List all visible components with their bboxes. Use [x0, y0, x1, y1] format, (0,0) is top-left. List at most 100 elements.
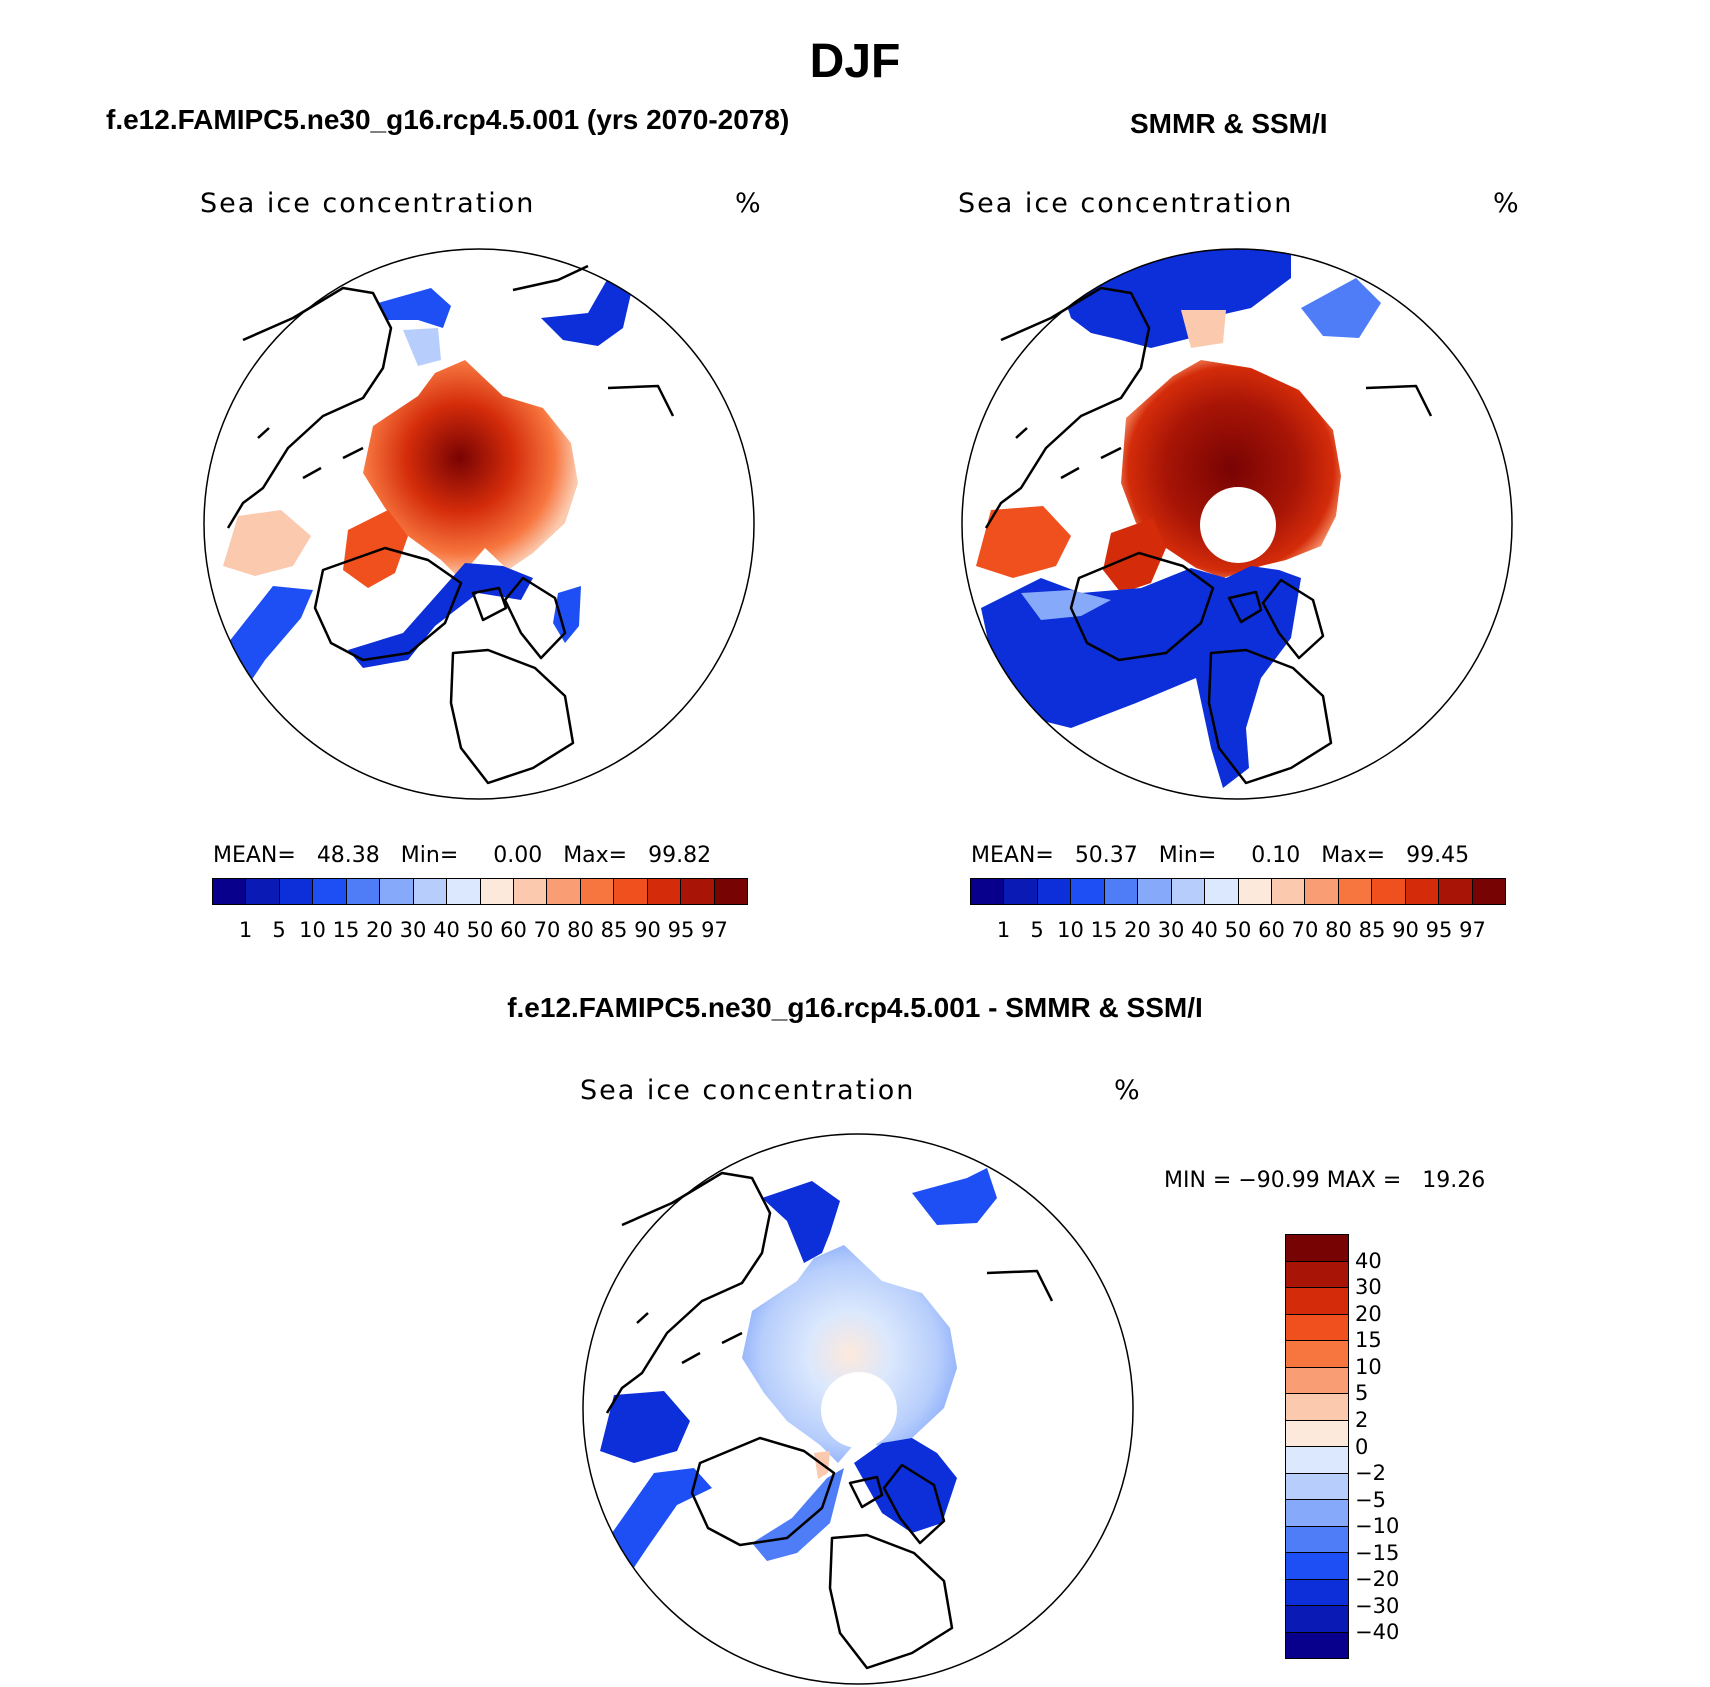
diff-colorbar-cell: [1286, 1447, 1348, 1474]
diff-colorbar-cell: [1286, 1420, 1348, 1447]
model-colorbar-label: 10: [299, 918, 326, 942]
obs-colorbar-label: 20: [1124, 918, 1151, 942]
diff-hudson-anomaly: [600, 1391, 690, 1463]
model-mean-value: 48.38: [316, 843, 380, 868]
model-mean-label: MEAN=: [213, 843, 296, 868]
diff-labrador-anomaly: [612, 1468, 712, 1578]
model-max-value: 99.82: [648, 843, 712, 868]
diff-colorbar-label: −30: [1355, 1593, 1400, 1618]
model-hudson-ice: [223, 510, 311, 576]
diff-polar-map: [582, 1133, 1134, 1685]
obs-map-boundary: [961, 248, 1513, 800]
model-bering-ice: [378, 288, 451, 328]
diff-colorbar-cell: [1286, 1473, 1348, 1500]
diff-colorbar-cell: [1286, 1314, 1348, 1341]
obs-colorbar-cell: [1439, 879, 1473, 904]
diff-colorbar-label: −10: [1355, 1514, 1400, 1539]
obs-colorbar-cell: [1004, 879, 1038, 904]
model-colorbar-cell: [714, 879, 747, 904]
obs-colorbar-label: 10: [1057, 918, 1084, 942]
model-okhotsk-ice: [541, 276, 635, 346]
obs-colorbar-cell: [1472, 879, 1505, 904]
obs-polar-map: [961, 248, 1513, 800]
model-colorbar-cell: [447, 879, 481, 904]
model-colorbar-cell: [647, 879, 682, 904]
model-colorbar-cell: [681, 879, 715, 904]
obs-colorbar-cell: [1372, 879, 1406, 904]
diff-colorbar-cell: [1286, 1235, 1348, 1262]
model-min-label: Min=: [400, 843, 459, 868]
obs-colorbar-cell: [1104, 879, 1139, 904]
obs-colorbar-label: 40: [1191, 918, 1218, 942]
model-colorbar-labels: 1 5 10 15 20 30 40 50 60 70 80 85 90 95 97: [212, 918, 748, 942]
model-colorbar-label: 30: [399, 918, 427, 942]
diff-colorbar-cell: [1286, 1261, 1348, 1288]
diff-colorbar-label: 10: [1355, 1354, 1382, 1379]
diff-colorbar-labels: 40 30 20 15 10 5 2 0 −2 −5 −10 −15 −20 −30 −40: [1355, 1234, 1435, 1659]
obs-mean-label: MEAN=: [971, 843, 1054, 868]
model-panel-title: f.e12.FAMIPC5.ne30_g16.rcp4.5.001 (yrs 2…: [106, 104, 790, 135]
model-colorbar: [212, 878, 748, 905]
diff-coastlines: [605, 1171, 1054, 1670]
diff-bering-anomaly: [762, 1181, 840, 1263]
model-colorbar-cell: [246, 879, 280, 904]
obs-colorbar-label: 70: [1291, 918, 1319, 942]
obs-colorbar-label: 80: [1325, 918, 1352, 942]
diff-colorbar-label: −2: [1355, 1461, 1386, 1486]
model-colorbar-cell: [380, 879, 414, 904]
diff-okhotsk-anomaly: [912, 1168, 997, 1225]
model-colorbar-cell: [413, 879, 448, 904]
model-colorbar-label: 1: [238, 918, 253, 942]
diff-atlantic-anomaly: [752, 1468, 844, 1561]
obs-okhotsk-ice: [1301, 278, 1381, 338]
obs-mean-value: 50.37: [1074, 843, 1138, 868]
obs-colorbar-cell: [1305, 879, 1339, 904]
model-colorbar-cell: [580, 879, 615, 904]
obs-north-atlantic: [981, 566, 1301, 788]
diff-colorbar: [1285, 1234, 1349, 1659]
diff-panel-title: f.e12.FAMIPC5.ne30_g16.rcp4.5.001 - SMMR…: [507, 992, 1203, 1023]
model-central-ice: [363, 360, 578, 578]
obs-colorbar-label: 60: [1258, 918, 1285, 942]
diff-minmax-text: MIN = −90.99 MAX = 19.26: [1164, 1168, 1486, 1193]
diff-colorbar-label: 20: [1355, 1301, 1382, 1326]
model-labrador-margin: [221, 586, 313, 693]
model-min-value: 0.00: [493, 843, 543, 868]
model-colorbar-cell: [480, 879, 514, 904]
obs-colorbar-cell: [971, 879, 1005, 904]
model-colorbar-cell: [513, 879, 548, 904]
model-polar-map: [203, 248, 755, 800]
diff-colorbar-label: 30: [1355, 1275, 1382, 1300]
diff-colorbar-label: 2: [1355, 1407, 1369, 1432]
diff-colorbar-cell: [1286, 1288, 1348, 1315]
obs-colorbar: [970, 878, 1506, 905]
obs-hudson-ice: [976, 506, 1071, 578]
diff-central-anomaly: [742, 1245, 957, 1463]
model-map-boundary: [203, 248, 755, 800]
diff-colorbar-label: −15: [1355, 1540, 1400, 1565]
model-colorbar-label: 70: [533, 918, 561, 942]
diff-colorbar-cell: [1286, 1553, 1348, 1580]
model-barents-margin: [553, 586, 581, 643]
obs-stats: MEAN= 50.37 Min= 0.10 Max= 99.45: [971, 843, 1469, 868]
model-colorbar-label: 5: [272, 918, 286, 942]
diff-colorbar-cell: [1286, 1579, 1348, 1606]
diff-barents-anomaly: [854, 1438, 957, 1533]
diff-variable-label: Sea ice concentration: [580, 1075, 916, 1106]
obs-colorbar-label: 95: [1425, 918, 1453, 942]
obs-colorbar-cell: [1071, 879, 1105, 904]
diff-colorbar-cell: [1286, 1526, 1348, 1553]
diff-colorbar-cell: [1286, 1632, 1348, 1658]
model-colorbar-label: 50: [466, 918, 494, 942]
model-variable-label: Sea ice concentration: [200, 188, 536, 219]
obs-ice-edge: [1021, 590, 1111, 620]
model-colorbar-cell: [213, 879, 247, 904]
model-colorbar-label: 90: [634, 918, 661, 942]
model-colorbar-cell: [547, 879, 581, 904]
model-colorbar-label: 15: [332, 918, 360, 942]
diff-colorbar-cell: [1286, 1394, 1348, 1421]
diff-unit-label: %: [1114, 1075, 1140, 1106]
obs-colorbar-cell: [1171, 879, 1206, 904]
diff-colorbar-label: −40: [1355, 1620, 1400, 1645]
model-colorbar-label: 85: [600, 918, 628, 942]
